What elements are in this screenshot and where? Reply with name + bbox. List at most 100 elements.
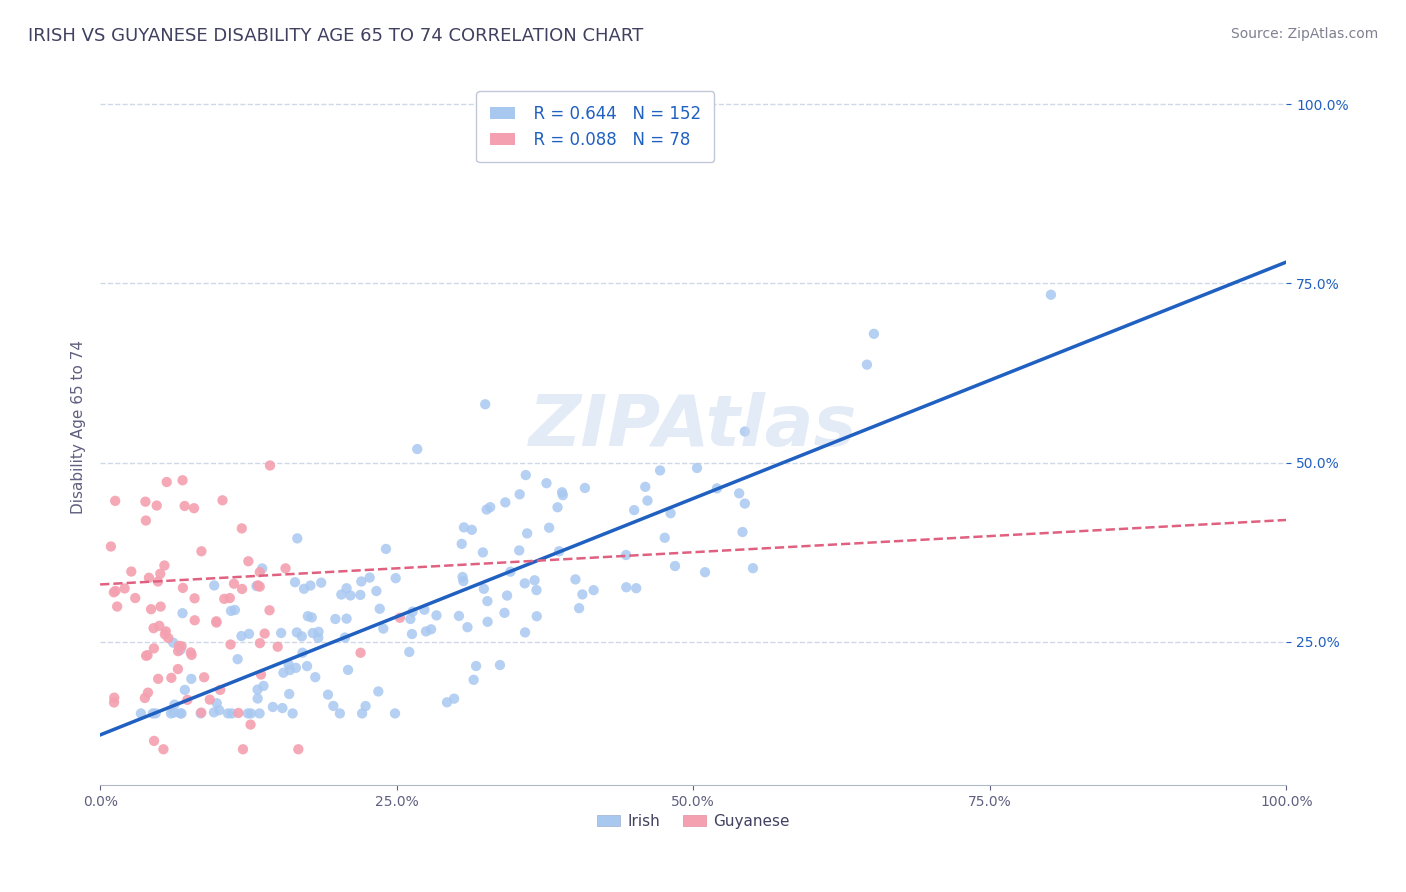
Point bbox=[136, 648, 159, 663]
Point bbox=[614, 548, 637, 562]
Point bbox=[183, 613, 205, 627]
Point bbox=[548, 544, 571, 558]
Point bbox=[523, 574, 546, 588]
Point bbox=[183, 501, 205, 516]
Point bbox=[259, 603, 281, 617]
Point bbox=[278, 663, 301, 677]
Point bbox=[142, 641, 165, 656]
Point bbox=[202, 706, 225, 720]
Point bbox=[211, 493, 233, 508]
Point bbox=[659, 506, 682, 520]
Point bbox=[287, 742, 309, 756]
Point bbox=[399, 612, 422, 626]
Point bbox=[149, 599, 172, 614]
Text: Source: ZipAtlas.com: Source: ZipAtlas.com bbox=[1230, 27, 1378, 41]
Point bbox=[249, 565, 271, 579]
Point bbox=[494, 606, 516, 620]
Point bbox=[329, 706, 352, 721]
Point bbox=[152, 742, 174, 756]
Point bbox=[267, 640, 290, 654]
Point bbox=[398, 645, 420, 659]
Point bbox=[373, 622, 395, 636]
Point bbox=[190, 706, 212, 721]
Point bbox=[415, 624, 437, 639]
Point bbox=[246, 578, 269, 592]
Point bbox=[172, 581, 194, 595]
Point bbox=[330, 588, 353, 602]
Point bbox=[475, 502, 498, 516]
Point bbox=[124, 591, 146, 605]
Point bbox=[349, 646, 371, 660]
Point bbox=[209, 682, 232, 697]
Point bbox=[100, 540, 122, 554]
Point bbox=[135, 648, 157, 663]
Point bbox=[316, 688, 339, 702]
Point bbox=[335, 612, 357, 626]
Point bbox=[456, 620, 478, 634]
Point bbox=[205, 615, 228, 629]
Point bbox=[295, 659, 318, 673]
Point bbox=[103, 696, 125, 710]
Point bbox=[349, 588, 371, 602]
Point bbox=[236, 706, 259, 721]
Point bbox=[322, 698, 344, 713]
Point bbox=[160, 671, 183, 685]
Point bbox=[335, 581, 357, 595]
Point bbox=[499, 565, 522, 579]
Point bbox=[623, 503, 645, 517]
Point bbox=[138, 571, 160, 585]
Point bbox=[333, 631, 356, 645]
Point bbox=[226, 652, 249, 666]
Point bbox=[169, 706, 191, 721]
Point bbox=[731, 524, 754, 539]
Point bbox=[250, 667, 273, 681]
Point bbox=[401, 627, 423, 641]
Point bbox=[246, 691, 269, 706]
Point bbox=[157, 631, 180, 645]
Text: IRISH VS GUYANESE DISABILITY AGE 65 TO 74 CORRELATION CHART: IRISH VS GUYANESE DISABILITY AGE 65 TO 7… bbox=[28, 27, 644, 45]
Point bbox=[180, 672, 202, 686]
Point bbox=[218, 591, 240, 605]
Point bbox=[734, 425, 756, 439]
Point bbox=[120, 565, 142, 579]
Point bbox=[146, 672, 169, 686]
Point bbox=[367, 684, 389, 698]
Point bbox=[551, 485, 574, 500]
Point bbox=[463, 673, 485, 687]
Point bbox=[176, 693, 198, 707]
Point bbox=[278, 687, 301, 701]
Point bbox=[170, 706, 193, 721]
Point bbox=[155, 624, 177, 639]
Point bbox=[564, 573, 586, 587]
Point bbox=[114, 582, 136, 596]
Point bbox=[359, 571, 381, 585]
Point bbox=[450, 537, 472, 551]
Point bbox=[212, 591, 235, 606]
Point bbox=[308, 624, 330, 639]
Point bbox=[232, 742, 254, 756]
Point bbox=[253, 626, 276, 640]
Point bbox=[307, 631, 329, 645]
Point bbox=[205, 615, 228, 630]
Point bbox=[153, 558, 176, 573]
Point bbox=[139, 602, 162, 616]
Point bbox=[284, 575, 307, 590]
Point bbox=[224, 603, 246, 617]
Point bbox=[134, 690, 156, 705]
Point bbox=[634, 480, 657, 494]
Point bbox=[742, 561, 765, 575]
Point bbox=[304, 670, 326, 684]
Point bbox=[134, 494, 156, 508]
Point bbox=[238, 554, 260, 568]
Point bbox=[309, 575, 332, 590]
Point bbox=[170, 640, 193, 654]
Point bbox=[297, 609, 319, 624]
Point bbox=[169, 643, 191, 657]
Point bbox=[277, 657, 299, 672]
Point bbox=[249, 636, 271, 650]
Point bbox=[273, 665, 295, 680]
Point bbox=[366, 584, 388, 599]
Point bbox=[142, 706, 165, 721]
Point bbox=[162, 706, 184, 720]
Point bbox=[173, 499, 195, 513]
